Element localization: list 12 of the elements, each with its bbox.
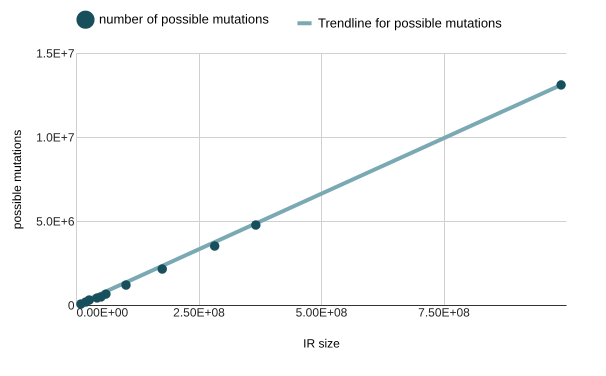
y-axis-title: possible mutations xyxy=(10,130,24,230)
x-axis-title: IR size xyxy=(303,336,340,350)
y-tick-label: 5.0E+6 xyxy=(36,214,75,228)
y-tick-label: 0 xyxy=(68,298,75,312)
x-tick-label: 7.50E+08 xyxy=(418,306,470,320)
legend-label: number of possible mutations xyxy=(99,12,270,27)
x-tick-label: 5.00E+08 xyxy=(296,306,348,320)
y-tick-label: 1.5E+7 xyxy=(36,46,75,60)
x-tick-label: 2.50E+08 xyxy=(173,306,226,320)
x-tick-label: 0.00E+00 xyxy=(76,306,129,320)
legend-label: Trendline for possible mutations xyxy=(318,15,502,30)
y-tick-label: 1.0E+7 xyxy=(36,130,75,144)
